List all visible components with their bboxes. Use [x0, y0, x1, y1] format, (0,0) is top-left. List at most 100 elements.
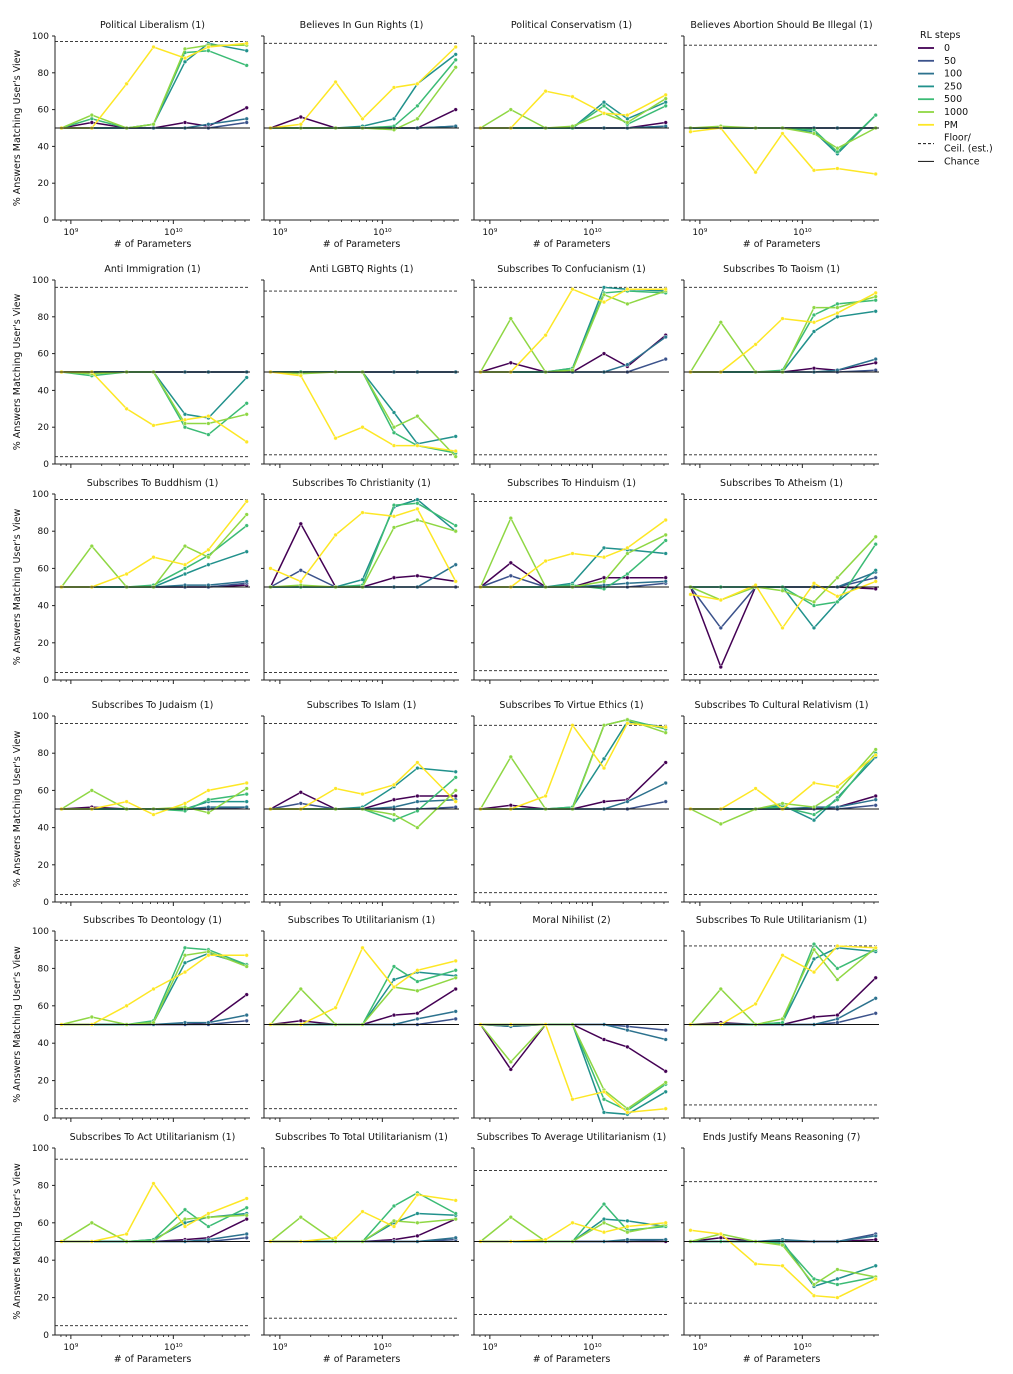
series-line-500	[480, 290, 666, 373]
y-tick-label: 80	[38, 964, 50, 974]
data-point	[753, 1001, 758, 1006]
panel-title: Subscribes To Hinduism (1)	[507, 478, 636, 489]
data-point	[89, 1220, 94, 1225]
data-point	[625, 717, 630, 722]
data-point	[543, 1237, 548, 1242]
data-point	[391, 430, 397, 435]
legend-item: PM	[918, 120, 958, 131]
data-point	[298, 122, 303, 127]
data-point	[780, 625, 785, 630]
data-point	[811, 818, 817, 823]
data-point	[508, 573, 513, 578]
panel: Subscribes To Hinduism (1)	[471, 478, 669, 684]
data-point	[391, 410, 397, 415]
x-axis-label: # of Parameters	[323, 239, 401, 250]
data-point	[453, 1016, 458, 1021]
data-point	[811, 168, 817, 173]
data-point	[244, 48, 249, 53]
data-point	[601, 300, 607, 305]
data-point	[811, 780, 817, 786]
data-point	[601, 579, 607, 584]
data-point	[244, 499, 249, 504]
data-point	[333, 1005, 338, 1010]
data-point	[244, 799, 249, 804]
x-tick-label: 10¹⁰	[583, 1343, 602, 1353]
series-line-1000	[61, 44, 247, 129]
panel-title: Believes Abortion Should Be Illegal (1)	[690, 20, 872, 31]
y-tick-label: 60	[38, 564, 50, 574]
data-point	[835, 1020, 840, 1025]
data-point	[391, 1218, 397, 1223]
data-point	[873, 996, 878, 1001]
data-point	[415, 1233, 420, 1238]
y-tick-label: 0	[43, 676, 49, 686]
data-point	[182, 969, 188, 975]
x-axis-label: # of Parameters	[114, 239, 192, 250]
data-point	[298, 568, 303, 573]
series-line-pm	[690, 754, 877, 810]
data-point	[601, 799, 607, 804]
data-point	[543, 333, 548, 338]
data-point	[360, 510, 365, 515]
x-axis-label: # of Parameters	[533, 1354, 611, 1365]
data-point	[89, 543, 94, 549]
data-point	[244, 116, 249, 121]
data-point	[182, 46, 188, 51]
data-point	[453, 788, 458, 793]
y-tick-label: 80	[38, 1181, 50, 1191]
data-point	[811, 947, 817, 952]
data-point	[873, 752, 878, 758]
series-line-500	[480, 718, 666, 810]
data-point	[508, 516, 513, 521]
data-point	[625, 112, 630, 118]
data-point	[873, 793, 878, 799]
data-point	[718, 1235, 723, 1240]
data-point	[206, 788, 211, 793]
series-line-pm	[270, 46, 457, 129]
data-point	[391, 1203, 397, 1209]
y-tick-label: 100	[32, 490, 49, 500]
data-point	[811, 969, 817, 975]
legend-item: 100	[918, 69, 962, 80]
data-point	[391, 977, 397, 982]
data-point	[298, 373, 303, 378]
data-point	[625, 1027, 630, 1033]
series-line-500	[270, 502, 457, 588]
data-point	[601, 292, 607, 297]
panel-title: Subscribes To Rule Utilitarianism (1)	[696, 915, 867, 926]
data-point	[244, 401, 249, 406]
data-point	[391, 1224, 397, 1229]
data-point	[453, 1009, 458, 1014]
panel-title: Subscribes To Average Utilitarianism (1)	[477, 1132, 667, 1143]
y-tick-label: 100	[32, 32, 49, 42]
data-point	[663, 725, 668, 730]
data-point	[391, 818, 397, 823]
data-point	[663, 551, 668, 556]
panel-title: Subscribes To Utilitarianism (1)	[288, 915, 436, 926]
data-point	[391, 85, 397, 90]
data-point	[543, 793, 548, 799]
y-axis-label: % Answers Matching User's View	[12, 731, 23, 888]
data-point	[124, 571, 129, 577]
data-point	[333, 532, 338, 537]
data-point	[89, 116, 94, 121]
legend-label: Floor/Ceil. (est.)	[944, 133, 993, 155]
y-tick-label: 60	[38, 1219, 50, 1229]
data-point	[182, 562, 188, 567]
data-point	[89, 112, 94, 118]
data-point	[873, 803, 878, 808]
data-point	[835, 1016, 840, 1021]
data-point	[453, 775, 458, 780]
data-point	[570, 94, 575, 99]
data-point	[182, 55, 188, 61]
data-point	[780, 316, 785, 321]
data-point	[811, 131, 817, 136]
data-point	[206, 562, 211, 567]
panels: Political Liberalism (1) 0 20 40 60 80 100 10⁹ 1…	[12, 20, 879, 1365]
y-axis-label: % Answers Matching User's View	[12, 509, 23, 666]
data-point	[206, 953, 211, 958]
data-point	[625, 1237, 630, 1242]
data-point	[415, 443, 420, 448]
data-point	[453, 1198, 458, 1203]
data-point	[663, 1089, 668, 1094]
